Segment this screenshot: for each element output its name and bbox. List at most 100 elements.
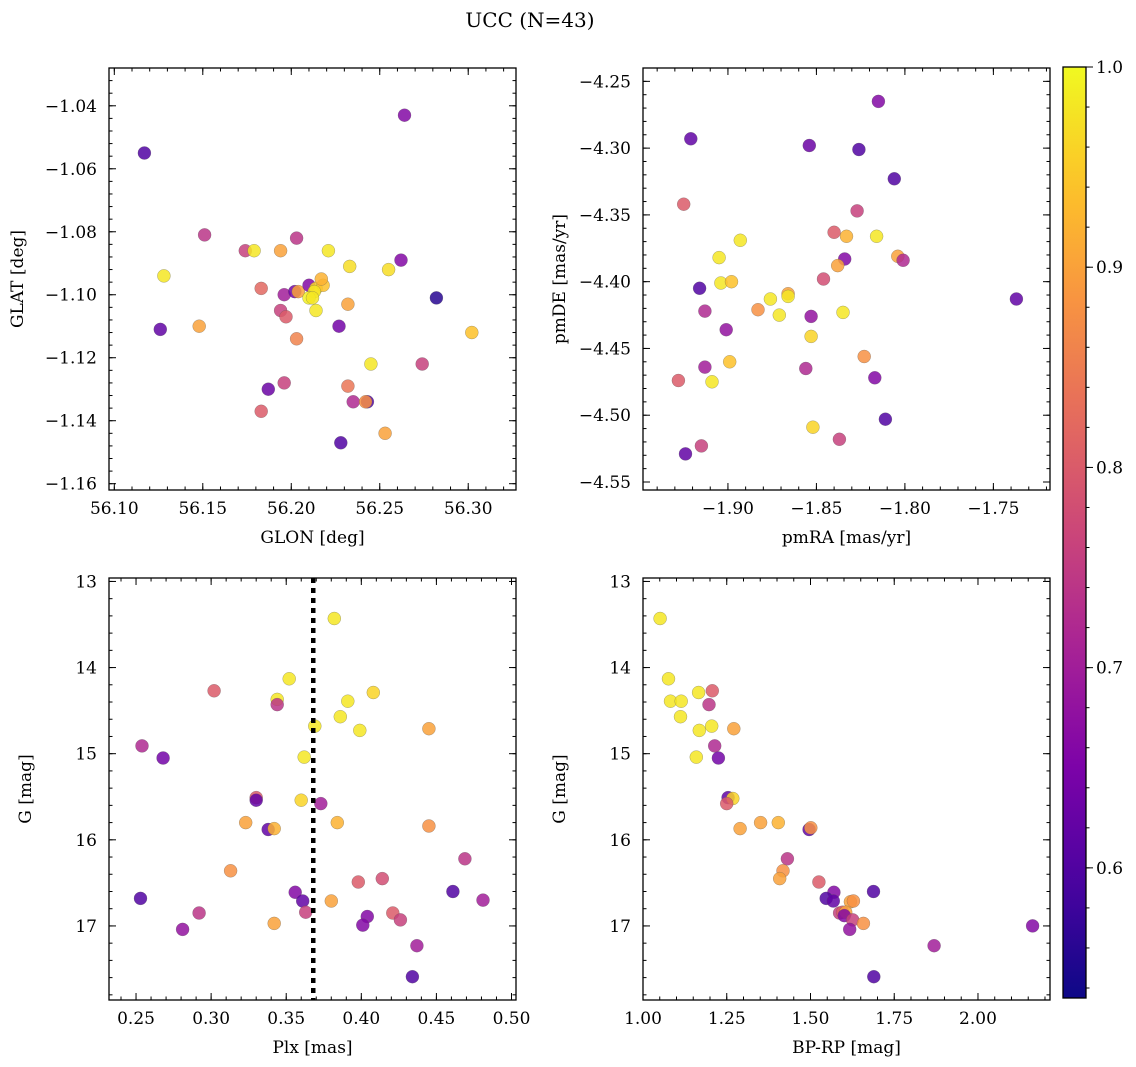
scatter-point	[751, 302, 765, 317]
scatter-point	[781, 289, 795, 304]
scatter-point	[305, 291, 320, 305]
scatter-point	[712, 250, 726, 265]
scatter-point	[856, 916, 871, 931]
y-axis-label: G [mag]	[16, 754, 36, 823]
scatter-point	[705, 684, 720, 698]
scatter-point	[804, 329, 818, 344]
scatter-point	[261, 382, 276, 396]
scatter-point	[405, 969, 420, 984]
colorbar-tick-label: 0.6	[1096, 859, 1123, 879]
x-tick-label: 0.30	[192, 1009, 230, 1029]
x-tick-label: 0.40	[342, 1009, 380, 1029]
scatter-point	[156, 751, 170, 765]
scatter-point	[692, 723, 707, 738]
scatter-point	[429, 291, 444, 305]
scatter-point	[267, 916, 281, 931]
scatter-point	[295, 894, 310, 908]
x-tick-label: 1.00	[624, 1009, 662, 1029]
scatter-point	[422, 819, 436, 833]
scatter-point	[334, 436, 348, 450]
scatter-point	[839, 229, 854, 244]
scatter-panel-parallax-magnitude: 0.25 0.30 0.35 0.40 0.45 0.50 13 14 15 16 17 Plx [m…	[16, 572, 530, 1058]
scatter-point	[330, 815, 345, 830]
scatter-point	[397, 108, 412, 122]
x-tick-label: 1.25	[708, 1009, 746, 1029]
scatter-point	[133, 891, 148, 906]
scatter-point	[869, 229, 884, 244]
scatter-point	[175, 922, 190, 937]
scatter-point	[476, 893, 490, 907]
x-tick-label: 56.20	[267, 499, 316, 519]
x-tick-label: 0.35	[267, 1009, 305, 1029]
scatter-point	[727, 721, 741, 736]
scatter-point	[422, 721, 436, 736]
y-tick-label: −4.45	[579, 339, 631, 359]
scatter-point	[353, 723, 367, 738]
scatter-point	[192, 906, 206, 920]
scatter-point	[671, 373, 686, 388]
scatter-point	[247, 243, 261, 258]
axes-frame	[108, 577, 517, 1001]
scatter-point	[358, 395, 373, 409]
x-axis-label: GLON [deg]	[260, 528, 364, 548]
scatter-point	[153, 322, 168, 337]
y-tick-label: −4.35	[579, 206, 631, 226]
scatter-point	[673, 709, 688, 724]
scatter-point	[676, 197, 691, 211]
scatter-point	[763, 292, 778, 306]
scatter-point	[277, 376, 291, 390]
scatter-point	[135, 739, 149, 753]
scatter-point	[238, 815, 253, 830]
scatter-point	[288, 885, 302, 900]
scatter-point	[867, 969, 881, 984]
scatter-point	[866, 884, 881, 899]
scatter-panel-proper-motion: −1.90 −1.85 −1.80 −1.75 −4.55 −4.50 −4.45 −4.40…	[550, 67, 1051, 548]
scatter-point	[772, 308, 787, 322]
figure-title: UCC (N=43)	[465, 8, 594, 32]
y-tick-label: −4.50	[579, 406, 631, 426]
y-tick-label: −4.30	[579, 139, 631, 159]
scatter-point	[282, 672, 296, 686]
scatter-point	[691, 685, 706, 700]
scatter-point	[465, 325, 479, 340]
scatter-point	[289, 231, 304, 245]
colorbar: 0.6 0.7 0.8 0.9 1.0	[1062, 58, 1123, 999]
y-tick-label: 13	[609, 572, 631, 592]
scatter-point	[827, 225, 841, 240]
x-tick-label: 0.45	[417, 1009, 455, 1029]
x-tick-label: −1.85	[790, 499, 842, 519]
scatter-point	[733, 821, 747, 836]
scatter-point	[341, 694, 355, 708]
scatter-point	[704, 719, 719, 733]
scatter-point	[753, 815, 768, 830]
scatter-point	[458, 852, 472, 866]
scatter-point	[294, 793, 308, 807]
y-tick-label: 17	[75, 917, 97, 937]
scatter-point	[1009, 292, 1024, 306]
scatter-point	[896, 253, 910, 268]
y-tick-label: 17	[609, 917, 631, 937]
scatter-point	[351, 875, 366, 889]
scatter-point	[273, 243, 288, 258]
scatter-point	[830, 258, 845, 273]
scatter-point	[832, 432, 847, 447]
scatter-panel-position: 56.10 56.15 56.20 56.25 56.30 −1.16 −1.14 −1.12…	[8, 67, 517, 548]
scatter-point	[249, 793, 263, 807]
scatter-point	[297, 750, 311, 764]
scatter-point	[333, 709, 348, 724]
scatter-point	[674, 694, 688, 708]
y-axis-label: pmDE [mas/yr]	[550, 214, 570, 344]
y-tick-label: −1.04	[45, 97, 97, 117]
x-tick-label: −1.90	[702, 499, 754, 519]
y-tick-label: −1.10	[45, 286, 97, 306]
scatter-point	[878, 412, 893, 426]
x-tick-label: 2.00	[959, 1009, 997, 1029]
scatter-point	[324, 894, 339, 908]
scatter-point	[270, 697, 284, 712]
scatter-point	[868, 371, 882, 385]
y-tick-label: −1.14	[45, 412, 97, 432]
x-axis-label: pmRA [mas/yr]	[782, 528, 911, 548]
y-tick-label: 15	[75, 745, 97, 765]
scatter-point	[678, 447, 693, 461]
scatter-point	[342, 259, 357, 274]
